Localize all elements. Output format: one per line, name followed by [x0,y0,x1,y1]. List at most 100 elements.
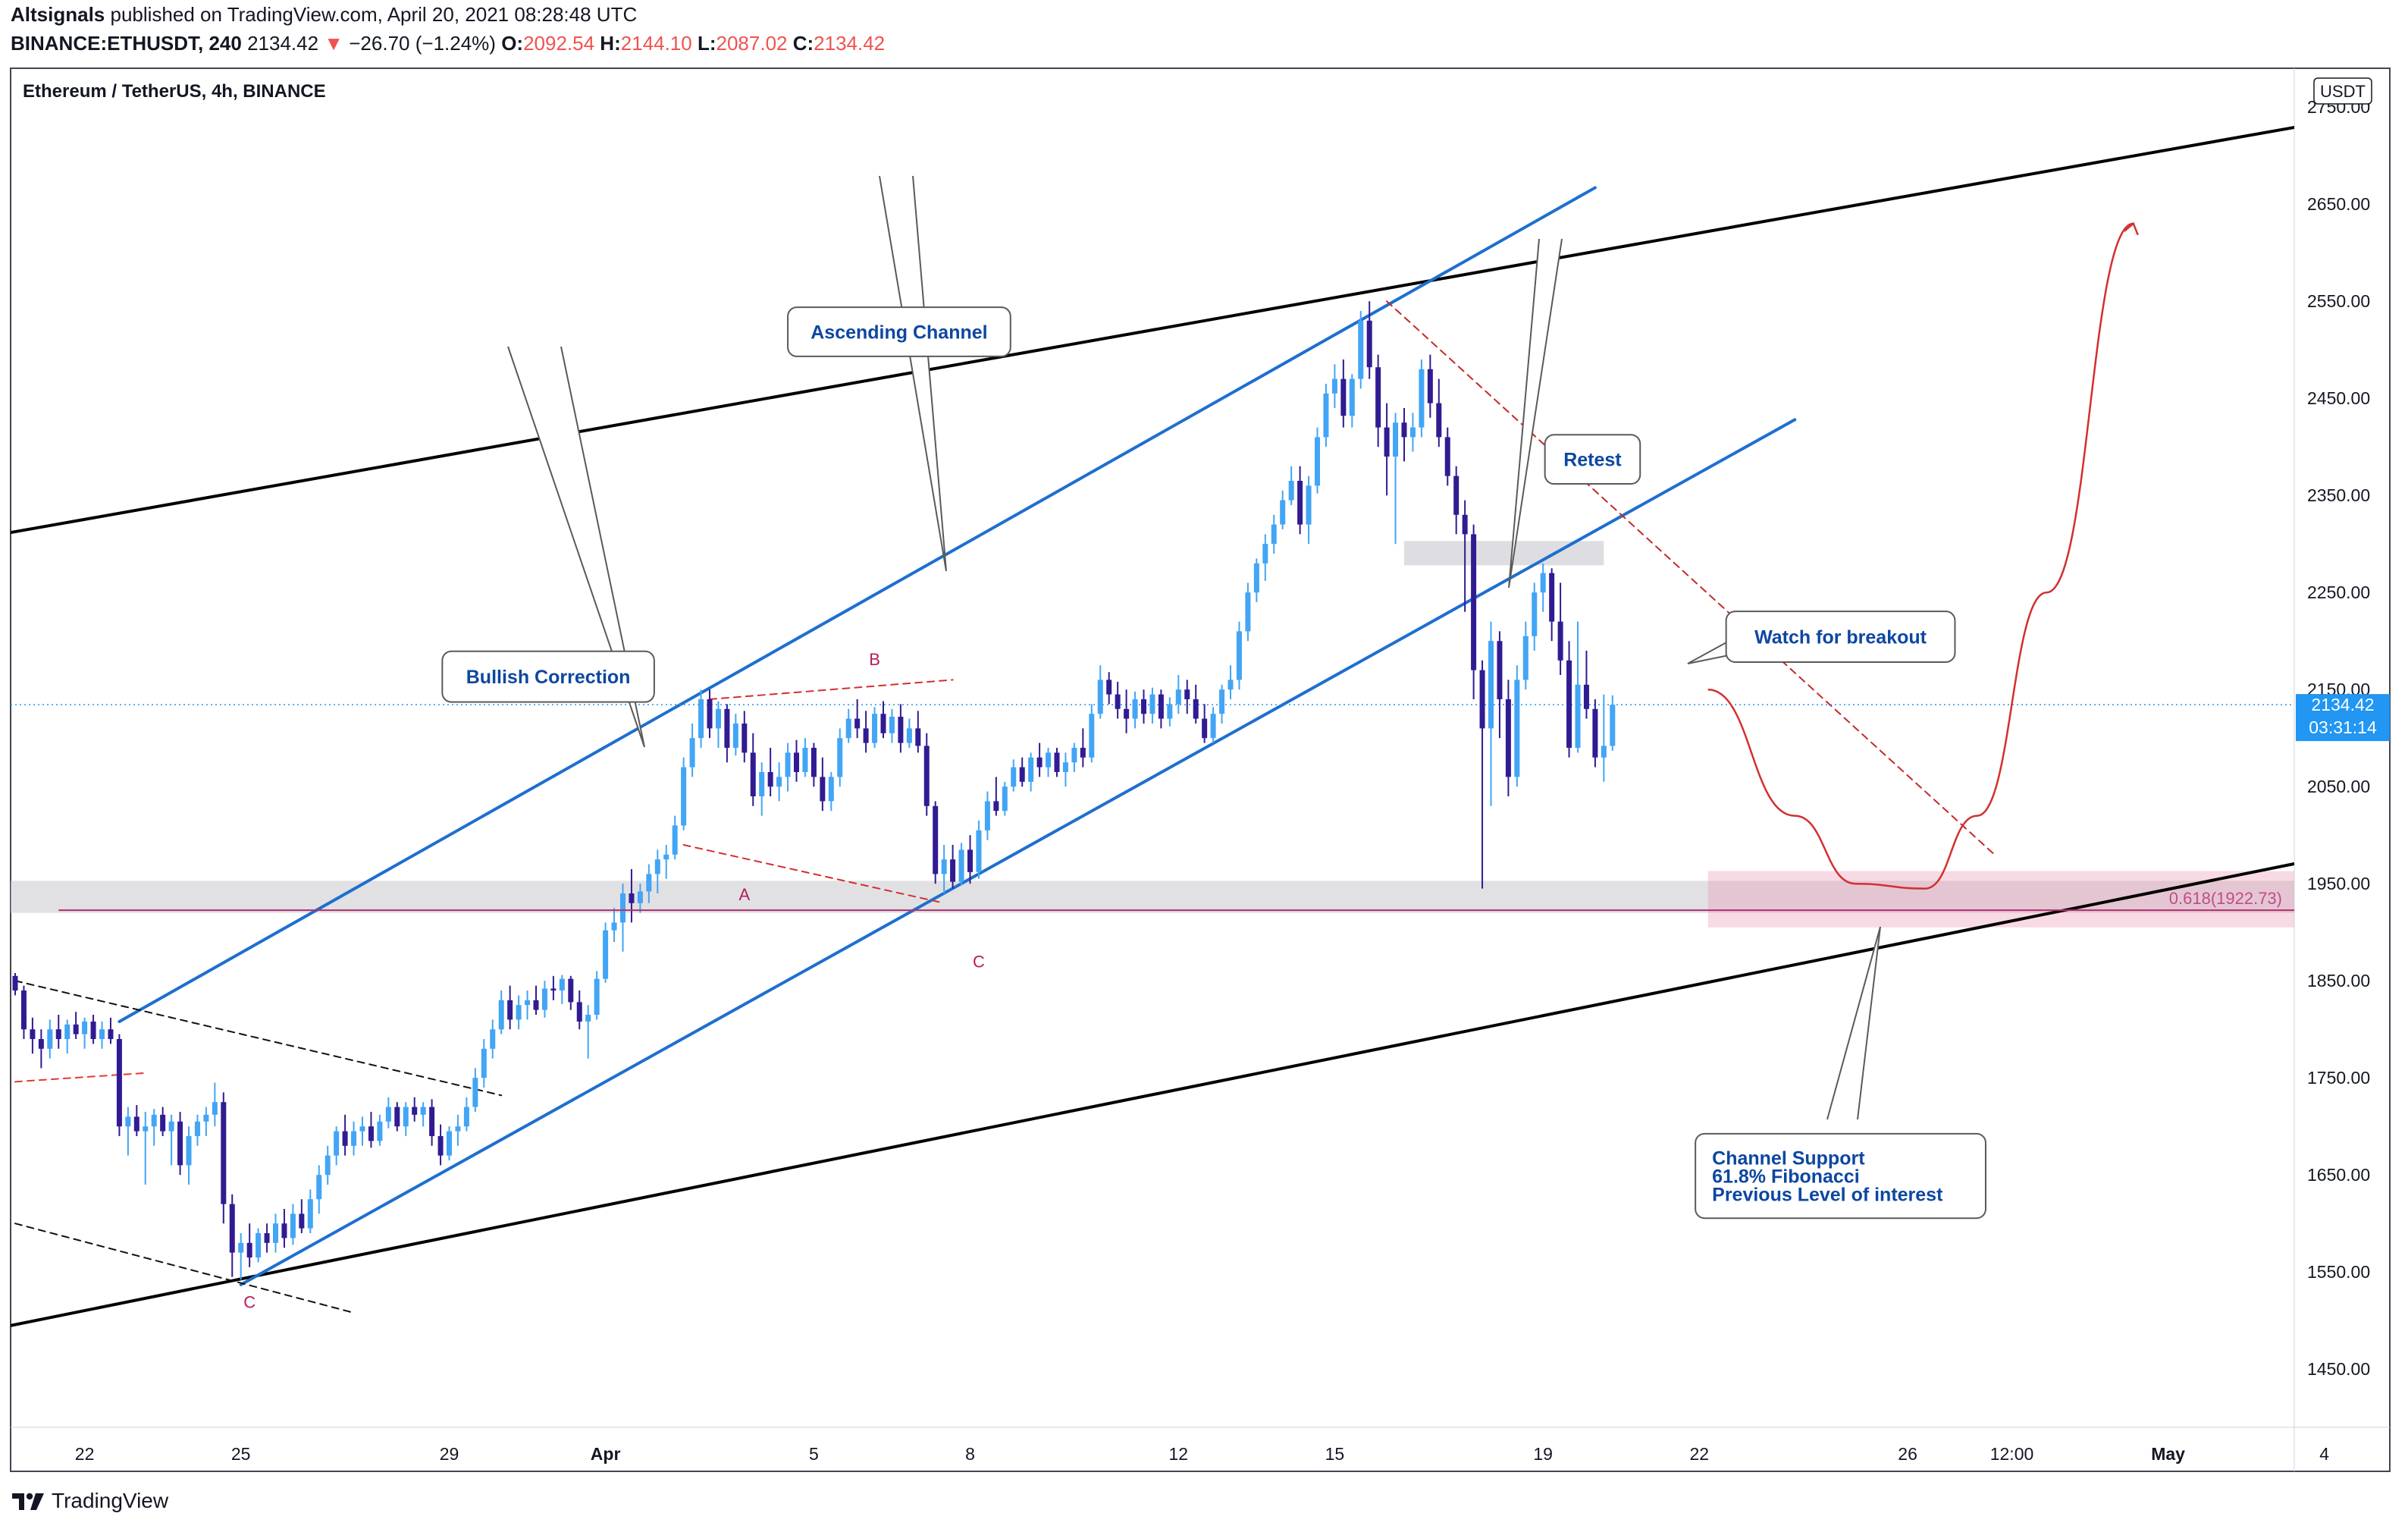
candle[interactable] [742,711,748,763]
candle[interactable] [967,835,973,884]
candle[interactable] [1575,621,1581,753]
channel-lower[interactable] [239,418,1797,1286]
candle[interactable] [264,1223,270,1253]
tradingview-logo-icon[interactable] [11,1489,45,1513]
candle[interactable] [472,1068,478,1112]
candle[interactable] [906,718,912,748]
down-left-1[interactable] [14,980,503,1097]
candle[interactable] [429,1099,435,1146]
candle[interactable] [1323,384,1329,447]
candle[interactable] [82,1017,88,1049]
candle[interactable] [689,724,695,777]
candle[interactable] [377,1114,383,1146]
candle[interactable] [1453,466,1460,535]
candle[interactable] [229,1194,235,1277]
candle[interactable] [194,1114,200,1146]
candle[interactable] [1401,408,1407,462]
red-short-dash[interactable] [14,1072,146,1083]
candle[interactable] [281,1209,287,1248]
candle[interactable] [1497,631,1503,739]
candle[interactable] [1193,684,1199,724]
candle[interactable] [1271,514,1277,554]
candle[interactable] [1532,582,1538,651]
candle[interactable] [1054,748,1060,777]
candle[interactable] [30,1017,36,1054]
candle[interactable] [481,1039,487,1088]
candle[interactable] [1514,665,1520,787]
candle[interactable] [620,884,626,952]
candle[interactable] [1228,665,1234,699]
candle[interactable] [889,708,895,743]
candle[interactable] [1557,582,1563,675]
projection-curve[interactable] [1707,222,2134,890]
candle[interactable] [507,985,513,1030]
candle[interactable] [1080,728,1086,768]
candle[interactable] [498,990,504,1034]
candle[interactable] [759,762,765,816]
candle[interactable] [47,1019,53,1059]
candle[interactable] [1202,704,1208,743]
candle[interactable] [976,821,982,879]
candle[interactable] [1340,359,1347,428]
candle[interactable] [854,699,861,739]
candle[interactable] [915,711,921,753]
candle[interactable] [1315,427,1320,494]
candle[interactable] [1462,500,1468,612]
candle[interactable] [993,777,999,816]
candle[interactable] [359,1116,365,1146]
candle[interactable] [203,1107,209,1136]
candle[interactable] [646,864,652,903]
candle[interactable] [1280,490,1286,529]
candle[interactable] [533,985,539,1015]
candle[interactable] [160,1107,166,1136]
candle[interactable] [585,1005,591,1059]
candle[interactable] [1540,563,1546,612]
candle[interactable] [316,1165,322,1214]
callout-ascending-channel[interactable]: Ascending Channel [787,175,1011,572]
candle[interactable] [212,1082,218,1127]
candle[interactable] [681,757,687,830]
candle[interactable] [299,1199,305,1233]
candle[interactable] [99,1021,105,1049]
candle[interactable] [1288,466,1294,505]
candle[interactable] [698,689,704,748]
candle[interactable] [1149,687,1155,724]
candle[interactable] [1375,354,1381,447]
tradingview-brand[interactable]: TradingView [52,1489,169,1512]
candle[interactable] [12,972,18,996]
candle[interactable] [1479,660,1485,889]
candle[interactable] [1471,524,1477,699]
candle[interactable] [1236,621,1242,690]
candle[interactable] [576,990,582,1030]
candle[interactable] [351,1121,357,1156]
candle[interactable] [1219,684,1225,724]
candle[interactable] [125,1107,131,1156]
candle[interactable] [368,1112,374,1148]
candle[interactable] [64,1019,71,1054]
candle[interactable] [325,1145,331,1185]
candle[interactable] [794,739,799,782]
candle[interactable] [724,704,730,763]
candle[interactable] [1028,752,1034,792]
candle[interactable] [1601,694,1607,782]
candle[interactable] [20,985,27,1039]
candle[interactable] [845,708,851,743]
candle[interactable] [246,1223,252,1267]
candle[interactable] [872,707,878,748]
candle[interactable] [1566,641,1572,758]
candle[interactable] [1419,359,1425,438]
breakout-line[interactable] [1386,300,1996,855]
candle[interactable] [1262,534,1268,581]
candle[interactable] [334,1126,340,1166]
candle[interactable] [802,738,808,777]
candle[interactable] [90,1015,96,1044]
candle[interactable] [958,843,964,886]
candle[interactable] [1011,759,1017,792]
candle[interactable] [663,845,669,879]
candle[interactable] [1175,675,1181,714]
candle[interactable] [256,1228,262,1263]
candle[interactable] [1505,680,1511,796]
candle[interactable] [1409,413,1416,452]
candle[interactable] [108,1017,114,1044]
